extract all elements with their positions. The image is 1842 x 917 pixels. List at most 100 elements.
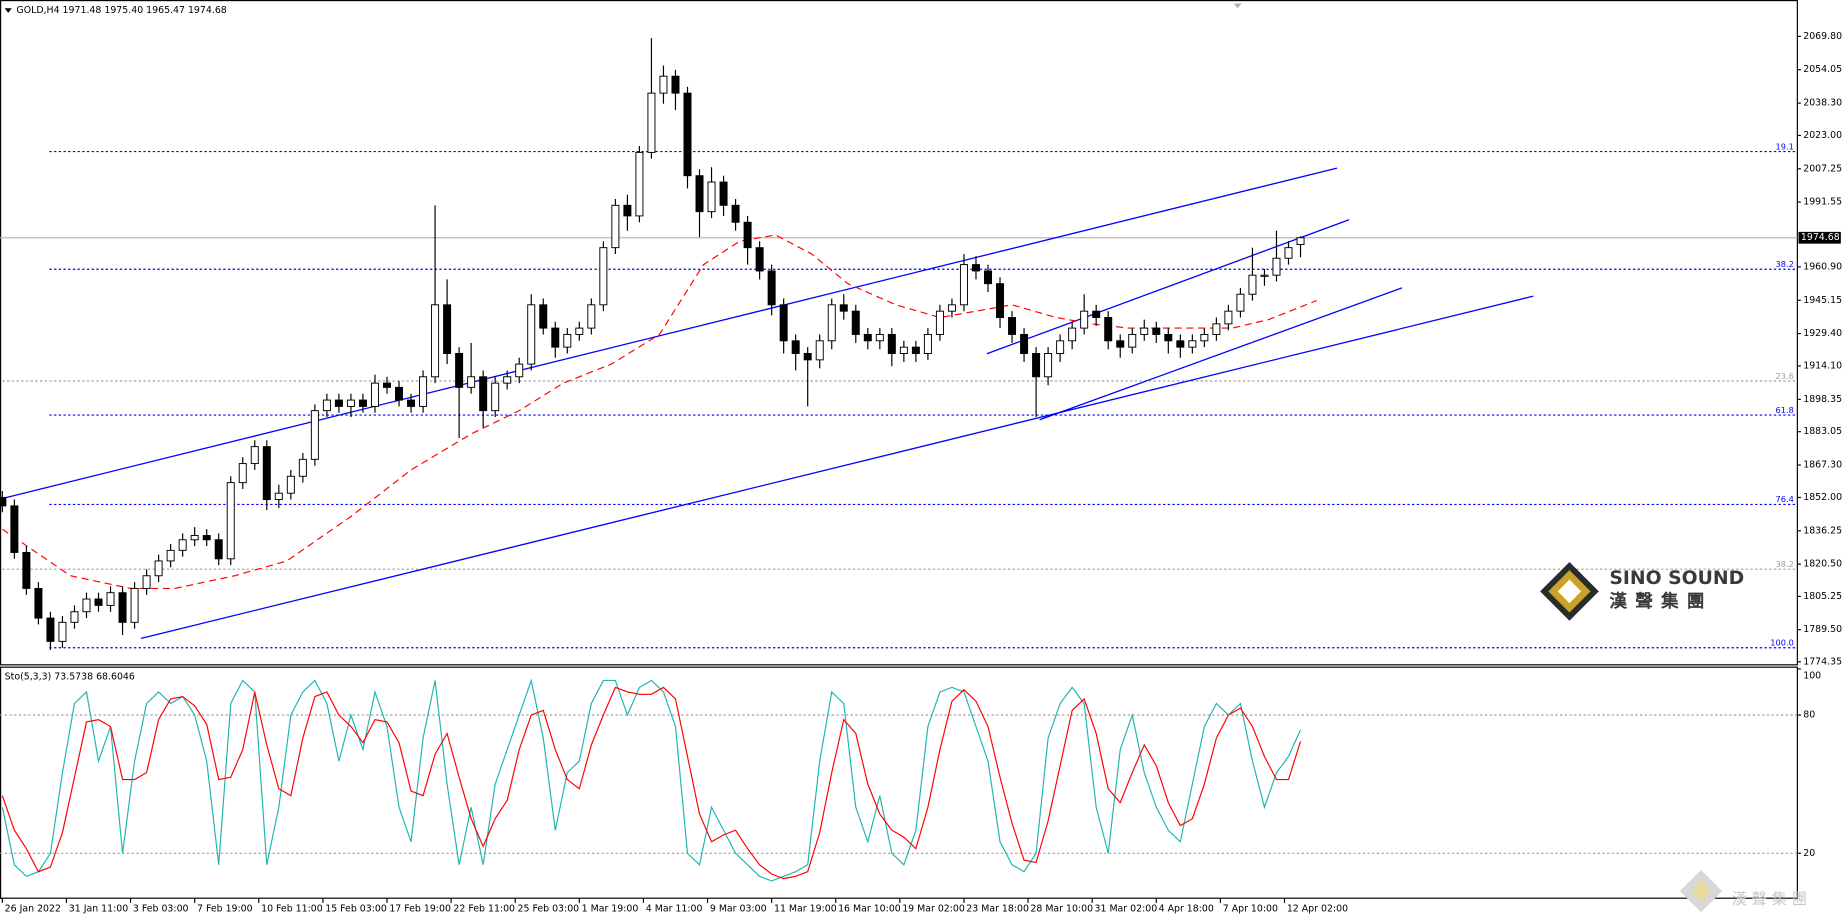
oscillator-plot bbox=[0, 678, 1798, 882]
watermark-chinese: 漢聲集團 bbox=[1609, 591, 1712, 612]
candle-body bbox=[1008, 317, 1017, 335]
candle-body bbox=[587, 304, 596, 329]
moving-average bbox=[2, 234, 1317, 590]
y-tick-label: 2023.00 bbox=[1803, 130, 1842, 141]
axes: 2069.80 2054.05 2038.30 2023.00 2007.25 1991.… bbox=[1, 31, 1842, 914]
corner-chinese: 漢 聲 集 團 bbox=[1732, 890, 1808, 908]
candle-body bbox=[791, 340, 800, 354]
candle-body bbox=[815, 340, 824, 361]
level-label: 38.2 bbox=[1776, 559, 1794, 569]
level-label: 100.0 bbox=[1770, 638, 1794, 648]
candle-body bbox=[683, 92, 692, 177]
y-tick-label: 2069.80 bbox=[1803, 31, 1842, 42]
candle-body bbox=[1248, 274, 1257, 295]
candle-body bbox=[1164, 333, 1173, 342]
y-tick-label: 1929.40 bbox=[1803, 328, 1842, 339]
main-panel-border bbox=[0, 0, 1798, 666]
candle-body bbox=[346, 399, 355, 407]
candle-body bbox=[1260, 274, 1269, 277]
x-tick-label: 4 Apr 18:00 bbox=[1159, 903, 1214, 914]
oscillator-line bbox=[1, 678, 1302, 882]
watermark-name: SINO SOUND bbox=[1609, 568, 1744, 589]
candle-body bbox=[130, 587, 139, 623]
y-tick-label: 1960.90 bbox=[1803, 261, 1842, 272]
candle-body bbox=[647, 92, 656, 153]
price-label: 1974.68 bbox=[1801, 232, 1840, 243]
candle-body bbox=[202, 535, 211, 541]
candle-body bbox=[659, 75, 668, 94]
x-tick-label: 10 Feb 11:00 bbox=[261, 903, 323, 914]
chart-title: GOLD,H4 1971.48 1975.40 1965.47 1974.68 bbox=[16, 5, 226, 16]
candle-body bbox=[971, 264, 980, 272]
y-tick-label: 1805.25 bbox=[1803, 591, 1842, 602]
trend-line bbox=[1039, 287, 1403, 421]
candle-body bbox=[0, 496, 7, 507]
candle-body bbox=[1092, 310, 1101, 318]
oscillator-title: Sto(5,3,3) 73.5738 68.6046 bbox=[5, 672, 135, 683]
trend-line bbox=[140, 295, 1534, 640]
candle-body bbox=[1236, 293, 1245, 312]
y-tick-label: 80 bbox=[1803, 710, 1815, 721]
x-tick-label: 7 Apr 10:00 bbox=[1223, 903, 1278, 914]
symbol-marker bbox=[4, 8, 12, 13]
candle-body bbox=[575, 327, 584, 335]
candle-body bbox=[887, 333, 896, 354]
candle-body bbox=[286, 475, 295, 494]
candle-body bbox=[1044, 353, 1053, 378]
level-label: 23.6 bbox=[1776, 371, 1794, 381]
candle-body bbox=[395, 386, 404, 401]
candle-body bbox=[58, 621, 67, 642]
y-tick-label: 1883.05 bbox=[1803, 426, 1842, 437]
candle-body bbox=[226, 482, 235, 560]
candle-body bbox=[1296, 237, 1305, 245]
candle-body bbox=[1188, 340, 1197, 348]
candle-body bbox=[611, 204, 620, 249]
candle-body bbox=[407, 399, 416, 407]
candle-body bbox=[142, 575, 151, 589]
candle-body bbox=[719, 181, 728, 206]
y-tick-label: 20 bbox=[1803, 848, 1815, 859]
candle-body bbox=[947, 304, 956, 312]
candle-body bbox=[899, 346, 908, 354]
x-tick-label: 4 Mar 11:00 bbox=[646, 903, 703, 914]
y-tick-label: 1945.15 bbox=[1803, 295, 1842, 306]
x-tick-label: 12 Apr 02:00 bbox=[1287, 903, 1348, 914]
x-tick-label: 22 Feb 11:00 bbox=[453, 903, 515, 914]
x-tick-label: 7 Feb 19:00 bbox=[197, 903, 253, 914]
level-label: 76.4 bbox=[1776, 494, 1794, 504]
candle-body bbox=[935, 310, 944, 335]
candle-body bbox=[539, 304, 548, 329]
x-tick-label: 3 Feb 03:00 bbox=[133, 903, 189, 914]
candle-body bbox=[984, 270, 992, 285]
candle-body bbox=[467, 376, 476, 388]
candle-body bbox=[959, 264, 968, 306]
candle-body bbox=[851, 310, 860, 335]
candle-body bbox=[779, 304, 788, 342]
y-tick-label: 1898.35 bbox=[1803, 394, 1842, 405]
candle-body bbox=[383, 382, 391, 388]
candle-body bbox=[695, 175, 704, 213]
candle-body bbox=[1152, 327, 1161, 335]
candle-body bbox=[262, 446, 271, 501]
candle-body bbox=[863, 333, 872, 342]
x-tick-label: 1 Mar 19:00 bbox=[582, 903, 639, 914]
candle-body bbox=[671, 75, 680, 94]
x-tick-label: 17 Feb 19:00 bbox=[389, 903, 451, 914]
candle-body bbox=[190, 535, 199, 541]
candle-body bbox=[635, 151, 644, 217]
x-tick-label: 23 Mar 18:00 bbox=[966, 903, 1029, 914]
x-tick-label: 31 Jan 11:00 bbox=[69, 903, 128, 914]
candle-body bbox=[563, 333, 572, 348]
oscillator-line bbox=[1, 686, 1302, 880]
level-label: 61.8 bbox=[1776, 405, 1794, 415]
candle-body bbox=[1224, 310, 1233, 325]
candle-body bbox=[238, 463, 247, 484]
candle-body bbox=[1128, 333, 1137, 348]
candle-body bbox=[599, 247, 608, 306]
candle-body bbox=[22, 552, 31, 589]
candle-body bbox=[166, 549, 175, 562]
candle-body bbox=[118, 592, 127, 623]
